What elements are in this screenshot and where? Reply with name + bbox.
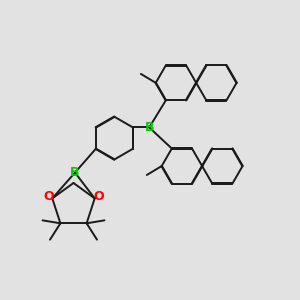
Text: O: O <box>44 190 54 203</box>
Text: O: O <box>93 190 104 203</box>
Text: B: B <box>70 166 80 179</box>
Text: B: B <box>145 121 154 134</box>
